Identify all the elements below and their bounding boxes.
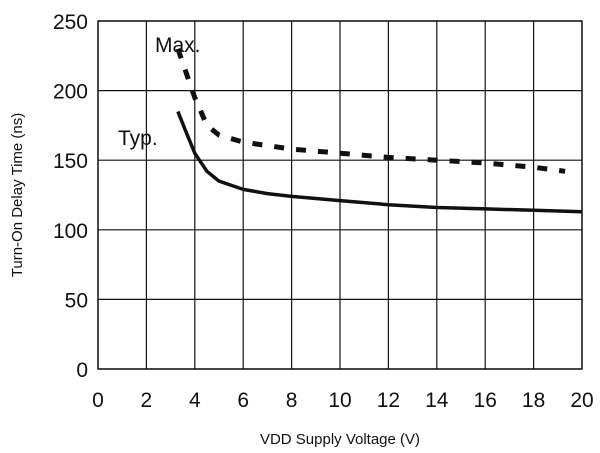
x-tick-label: 14 bbox=[425, 389, 449, 412]
series-label-max: Max. bbox=[155, 34, 201, 57]
x-tick-label: 12 bbox=[377, 389, 400, 412]
x-tick-label: 0 bbox=[92, 389, 104, 412]
x-tick-label: 4 bbox=[189, 389, 201, 412]
x-tick-label: 6 bbox=[237, 389, 249, 412]
x-tick-label: 10 bbox=[328, 389, 351, 412]
x-tick-label: 20 bbox=[570, 389, 593, 412]
y-tick-labels: 0 50 100 150 200 250 bbox=[53, 11, 88, 382]
y-tick-label: 0 bbox=[76, 359, 88, 382]
x-axis-title: VDD Supply Voltage (V) bbox=[260, 431, 420, 448]
y-tick-label: 150 bbox=[53, 150, 88, 173]
x-tick-label: 18 bbox=[522, 389, 545, 412]
series-labels: Max. Typ. bbox=[118, 34, 201, 150]
x-tick-label: 16 bbox=[474, 389, 497, 412]
x-tick-labels: 0 2 4 6 8 10 12 14 16 18 20 bbox=[92, 389, 594, 412]
y-tick-label: 100 bbox=[53, 220, 88, 243]
x-tick-label: 2 bbox=[141, 389, 153, 412]
series-line-max bbox=[175, 47, 566, 174]
grid-lines bbox=[97, 20, 583, 370]
series-line-typ bbox=[176, 110, 583, 214]
y-tick-label: 50 bbox=[65, 289, 88, 312]
y-tick-label: 200 bbox=[53, 81, 88, 104]
series-label-typ: Typ. bbox=[118, 127, 158, 150]
plot-frame bbox=[97, 20, 583, 370]
y-tick-label: 250 bbox=[53, 11, 88, 34]
series-group bbox=[175, 47, 583, 214]
x-tick-label: 8 bbox=[286, 389, 298, 412]
y-axis-title: Turn-On Delay Time (ns) bbox=[9, 113, 26, 277]
